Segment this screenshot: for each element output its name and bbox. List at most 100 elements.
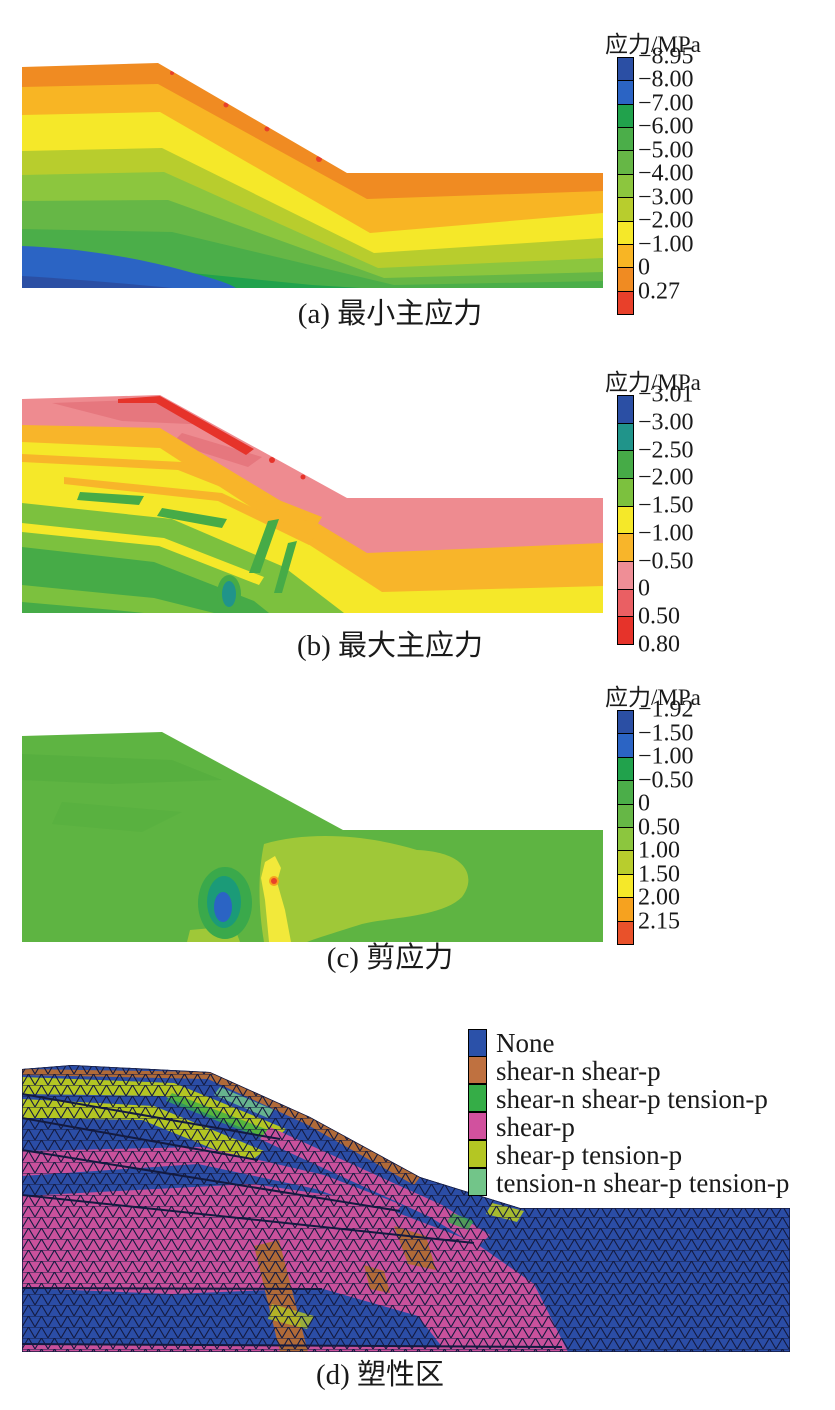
colorbar-tick-label: 1.00 <box>638 837 680 864</box>
colorbar-segment <box>617 920 634 946</box>
legend-swatch <box>468 1111 487 1140</box>
stress-bands-c <box>22 732 603 942</box>
colorbar-tick-label: −1.00 <box>638 743 694 770</box>
legend-swatch <box>468 1055 487 1084</box>
colorbar-gradient-a <box>617 57 634 315</box>
colorbar-segment <box>617 103 634 129</box>
colorbar-tick-label: −5.00 <box>638 137 694 164</box>
colorbar-segment <box>617 243 634 269</box>
colorbar-gradient-c <box>617 710 634 946</box>
contour-plot-min-principal-stress <box>22 63 603 288</box>
caption-a: (a) 最小主应力 <box>297 298 483 330</box>
colorbar-tick-label: 2.00 <box>638 884 680 911</box>
yellow-anomaly <box>261 856 291 942</box>
legend-item-shear-n-shear-p-tension-p: shear-n shear-p tension-p <box>468 1083 789 1114</box>
legend-title-c: 应力/MPa <box>605 685 701 710</box>
legend-item-shear-p-tension-p: shear-p tension-p <box>468 1139 789 1170</box>
colorbar-tick-label: −6.00 <box>638 113 694 140</box>
legend-label: None <box>496 1028 555 1058</box>
colorbar-c: 应力/MPa −1.92 −1.50 −1.00 −0.50 0 0.50 1.00 1.50… <box>605 685 701 946</box>
legend-item-tension-n-shear-p-tension-p: tension-n shear-p tension-p <box>468 1167 790 1198</box>
colorbar-tick-label: 0.50 <box>638 603 680 630</box>
colorbar-tick-label: −1.50 <box>638 492 694 519</box>
colorbar-segment <box>617 450 634 480</box>
colorbar-gradient-b <box>617 395 634 646</box>
colorbar-tick-label: −1.92 <box>638 696 694 723</box>
colorbar-segment <box>617 756 634 782</box>
colorbar-segment <box>617 850 634 875</box>
tension-band-crest <box>118 396 254 455</box>
colorbar-segment <box>617 478 634 507</box>
legend-swatch <box>468 1083 487 1112</box>
colorbar-tick-label: −2.00 <box>638 464 694 491</box>
colorbar-tick-label: −2.00 <box>638 207 694 234</box>
contour-plot-max-principal-stress <box>22 395 603 613</box>
colorbar-segment <box>617 733 634 758</box>
legend-title-a: 应力/MPa <box>605 32 701 57</box>
colorbar-segment <box>617 873 634 899</box>
colorbar-tick-label: 0 <box>638 790 650 817</box>
colorbar-tick-label: −3.00 <box>638 184 694 211</box>
colorbar-segment <box>617 803 634 829</box>
blue-anomaly-core <box>214 892 232 922</box>
colorbar-segment <box>617 267 634 292</box>
blue-stress-zone <box>22 246 236 288</box>
colorbar-segment <box>617 533 634 563</box>
stress-bands-a <box>22 63 603 288</box>
legend-label: tension-n shear-p tension-p <box>496 1168 790 1198</box>
colorbar-segment <box>617 290 634 315</box>
legend-label: shear-p tension-p <box>496 1140 683 1170</box>
colorbar-segment <box>617 395 634 424</box>
colorbar-segment <box>617 197 634 222</box>
plastic-zone-mesh-plot <box>22 1065 790 1352</box>
yellow-green-shear-zone <box>259 836 469 942</box>
legend-item-none: None <box>468 1029 789 1057</box>
colorbar-tick-label: −0.50 <box>638 767 694 794</box>
colorbar-tick-label: −1.50 <box>638 720 694 747</box>
legend-title-b: 应力/MPa <box>605 370 701 395</box>
teal-stress-spot <box>222 581 236 607</box>
legend-label: shear-n shear-p tension-p <box>496 1084 768 1114</box>
caption-d: (d) 塑性区 <box>315 1359 445 1391</box>
colorbar-tick-label: −1.00 <box>638 231 694 258</box>
colorbar-segment <box>617 422 634 452</box>
colorbar-tick-label: 2.15 <box>638 908 680 935</box>
plastic-zone-legend: None shear-n shear-p shear-n shear-p ten… <box>468 1029 789 1197</box>
green-fault-streak <box>249 519 279 573</box>
colorbar-tick-label: −3.00 <box>638 409 694 436</box>
colorbar-tick-label: −8.00 <box>638 66 694 93</box>
colorbar-segment <box>617 173 634 199</box>
colorbar-tick-label: 0.80 <box>638 631 680 658</box>
colorbar-segment <box>617 588 634 618</box>
colorbar-segment <box>617 80 634 105</box>
colorbar-tick-label: −2.50 <box>638 437 694 464</box>
legend-item-shear-n-shear-p: shear-n shear-p <box>468 1055 789 1085</box>
red-anomaly-dot <box>271 878 277 884</box>
legend-item-shear-p: shear-p <box>468 1111 789 1142</box>
colorbar-segment <box>617 780 634 805</box>
colorbar-b: 应力/MPa −3.01 −3.00 −2.50 −2.00 −1.50 −1.00 −0.… <box>605 370 701 657</box>
colorbar-tick-label: 0 <box>638 575 650 602</box>
colorbar-tick-label: −7.00 <box>638 90 694 117</box>
caption-b: (b) 最大主应力 <box>296 630 484 662</box>
legend-swatch <box>468 1139 487 1168</box>
colorbar-tick-label: −8.95 <box>638 43 694 70</box>
colorbar-tick-label: −4.00 <box>638 160 694 187</box>
contour-plot-shear-stress <box>22 732 603 942</box>
colorbar-tick-label: −0.50 <box>638 548 694 575</box>
legend-label: shear-p <box>496 1112 575 1142</box>
colorbar-segment <box>617 57 634 82</box>
colorbar-a: 应力/MPa −8.95 −8.00 −7.00 −6.00 −5.00 −4.00 −3.… <box>605 32 701 315</box>
colorbar-tick-label: 1.50 <box>638 861 680 888</box>
legend-swatch <box>468 1029 487 1057</box>
colorbar-tick-label: −1.00 <box>638 520 694 547</box>
caption-c: (c) 剪应力 <box>326 942 454 974</box>
colorbar-tick-label: 0.50 <box>638 814 680 841</box>
colorbar-segment <box>617 127 634 152</box>
legend-swatch <box>468 1167 487 1196</box>
colorbar-tick-label: −3.01 <box>638 381 694 408</box>
stress-bands-b <box>22 395 603 613</box>
colorbar-segment <box>617 897 634 922</box>
colorbar-segment <box>617 710 634 735</box>
